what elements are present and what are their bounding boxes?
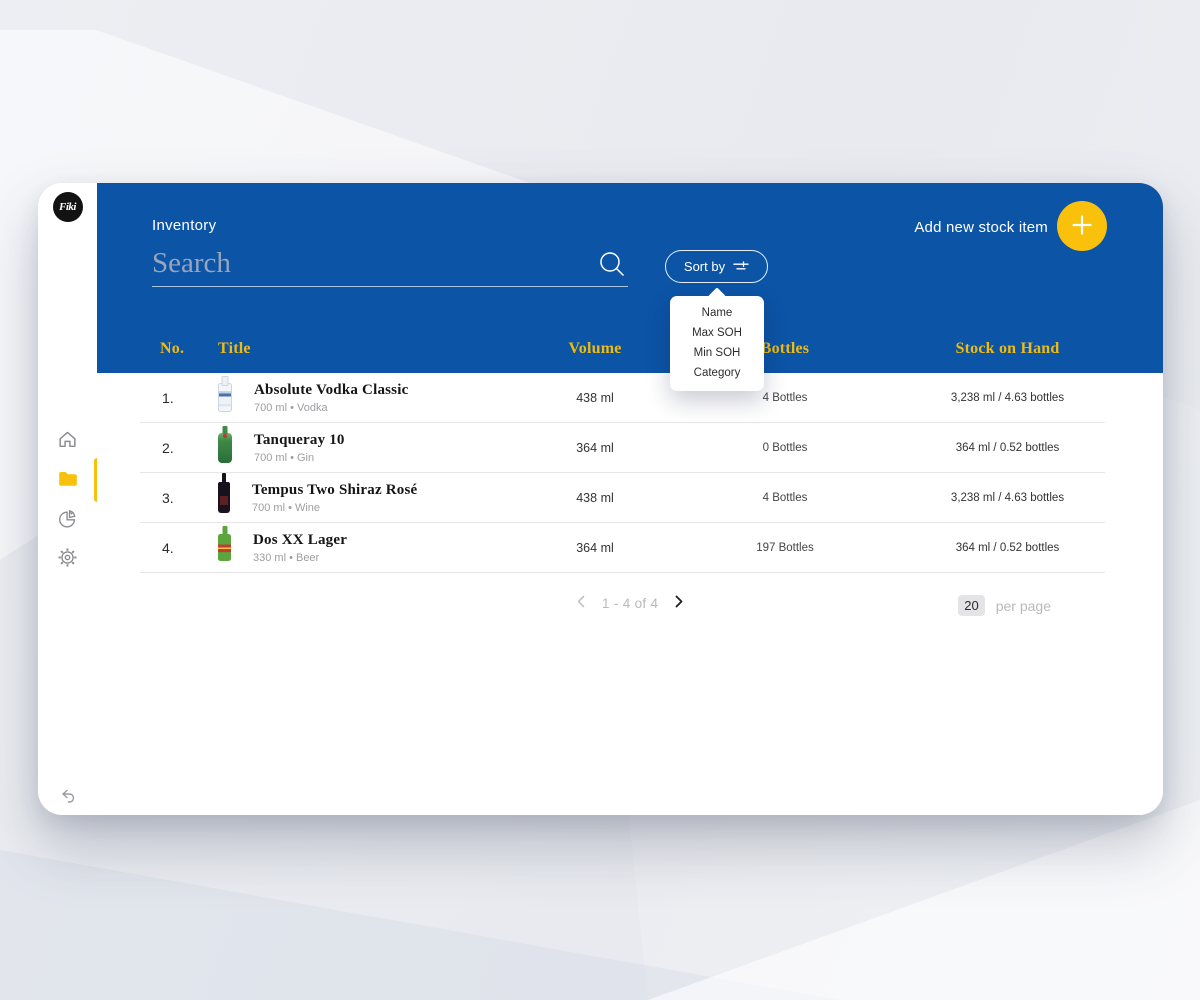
row-title-cell: Absolute Vodka Classic 700 ml • Vodka xyxy=(200,382,530,414)
row-stock: 3,238 ml / 4.63 bottles xyxy=(950,491,1065,504)
row-title-cell: Tempus Two Shiraz Rosé 700 ml • Wine xyxy=(200,482,530,514)
sidebar-item-back[interactable] xyxy=(51,780,85,814)
header: Inventory Add new stock item xyxy=(97,183,1163,391)
table-header-row: No. Title Volume Bottles Stock on Hand xyxy=(140,325,1105,373)
per-page-label: per page xyxy=(995,597,1051,614)
row-title-cell: Tanqueray 10 700 ml • Gin xyxy=(200,432,530,464)
row-bottles: 4 Bottles xyxy=(762,491,808,504)
item-title: Tanqueray 10 xyxy=(254,431,345,448)
plus-icon xyxy=(1070,213,1094,240)
beer-bottle-icon xyxy=(218,534,231,561)
sidebar-item-inventory[interactable] xyxy=(51,463,85,497)
table-row[interactable]: 4. Dos XX Lager 330 ml • Beer 364 ml 197… xyxy=(140,523,1105,573)
gear-icon xyxy=(57,547,78,571)
sort-dropdown: Name Max SOH Min SOH Category xyxy=(670,296,764,391)
add-new-stock-item-label[interactable]: Add new stock item xyxy=(914,219,1048,236)
column-header-stock: Stock on Hand xyxy=(955,340,1060,357)
search-icon[interactable] xyxy=(597,249,627,284)
per-page-control: 20 per page xyxy=(958,595,1051,616)
sort-option[interactable]: Category xyxy=(693,367,741,379)
item-title: Tempus Two Shiraz Rosé xyxy=(252,481,418,498)
column-header-no: No. xyxy=(160,340,185,357)
sort-option[interactable]: Min SOH xyxy=(693,347,741,359)
sort-option[interactable]: Max SOH xyxy=(692,327,742,339)
sidebar-item-reports[interactable] xyxy=(51,503,85,537)
column-header-title: Title xyxy=(218,340,251,357)
sidebar: Fiki xyxy=(38,183,97,815)
brand-logo-text: Fiki xyxy=(59,201,76,213)
table-body: 1. Absolute Vodka Classic 700 ml • Vodka… xyxy=(140,373,1105,573)
pagination-prev-button[interactable] xyxy=(577,595,585,611)
row-bottles: 4 Bottles xyxy=(762,391,808,404)
item-subtitle: 700 ml • Wine xyxy=(252,501,321,514)
item-subtitle: 330 ml • Beer xyxy=(253,551,320,564)
table-row[interactable]: 3. Tempus Two Shiraz Rosé 700 ml • Wine … xyxy=(140,473,1105,523)
home-icon xyxy=(57,429,78,453)
row-number: 4. xyxy=(162,539,174,556)
row-title-cell: Dos XX Lager 330 ml • Beer xyxy=(200,532,530,564)
row-number: 3. xyxy=(162,489,174,506)
sort-by-label: Sort by xyxy=(683,259,726,274)
column-header-bottles: Bottles xyxy=(760,340,810,357)
pagination-next-button[interactable] xyxy=(675,595,683,611)
table-row[interactable]: 2. Tanqueray 10 700 ml • Gin 364 ml 0 Bo… xyxy=(140,423,1105,473)
gin-bottle-icon xyxy=(218,432,232,463)
item-subtitle: 700 ml • Vodka xyxy=(254,401,328,414)
row-volume: 438 ml xyxy=(576,390,614,405)
row-bottles: 0 Bottles xyxy=(762,441,808,454)
sort-option[interactable]: Name xyxy=(701,307,733,319)
sidebar-item-home[interactable] xyxy=(51,424,85,458)
app-window: Fiki xyxy=(38,183,1163,815)
add-new-stock-item-button[interactable] xyxy=(1057,201,1107,251)
row-volume: 438 ml xyxy=(576,490,614,505)
table-row[interactable]: 1. Absolute Vodka Classic 700 ml • Vodka… xyxy=(140,373,1105,423)
folder-icon xyxy=(57,468,79,493)
row-bottles: 197 Bottles xyxy=(756,541,814,554)
sort-by-button[interactable]: Sort by xyxy=(665,250,768,283)
pagination: 1 - 4 of 4 20 per page xyxy=(140,595,1105,625)
row-volume: 364 ml xyxy=(576,540,614,555)
chevron-right-icon xyxy=(675,595,683,611)
row-stock: 3,238 ml / 4.63 bottles xyxy=(950,391,1065,404)
row-stock: 364 ml / 0.52 bottles xyxy=(955,541,1060,554)
wine-bottle-icon xyxy=(218,482,230,513)
undo-arrow-icon xyxy=(58,786,78,809)
row-stock: 364 ml / 0.52 bottles xyxy=(955,441,1060,454)
search-input[interactable] xyxy=(152,241,628,287)
active-nav-indicator xyxy=(94,458,97,502)
page-title: Inventory xyxy=(152,217,217,234)
pagination-controls: 1 - 4 of 4 xyxy=(577,595,683,611)
filter-lines-icon xyxy=(733,259,749,274)
row-number: 1. xyxy=(162,389,174,406)
per-page-value[interactable]: 20 xyxy=(958,595,985,616)
pie-chart-icon xyxy=(57,508,78,532)
sidebar-item-settings[interactable] xyxy=(51,542,85,576)
item-title: Absolute Vodka Classic xyxy=(254,381,409,398)
vodka-bottle-icon xyxy=(218,383,232,412)
column-header-volume: Volume xyxy=(568,340,622,357)
brand-logo: Fiki xyxy=(52,192,83,222)
table-section: 1. Absolute Vodka Classic 700 ml • Vodka… xyxy=(97,373,1163,815)
pagination-range: 1 - 4 of 4 xyxy=(602,595,659,611)
row-number: 2. xyxy=(162,439,174,456)
main-panel: Inventory Add new stock item xyxy=(97,183,1163,815)
chevron-left-icon xyxy=(577,595,585,611)
item-title: Dos XX Lager xyxy=(253,531,348,548)
item-subtitle: 700 ml • Gin xyxy=(254,451,315,464)
row-volume: 364 ml xyxy=(576,440,614,455)
